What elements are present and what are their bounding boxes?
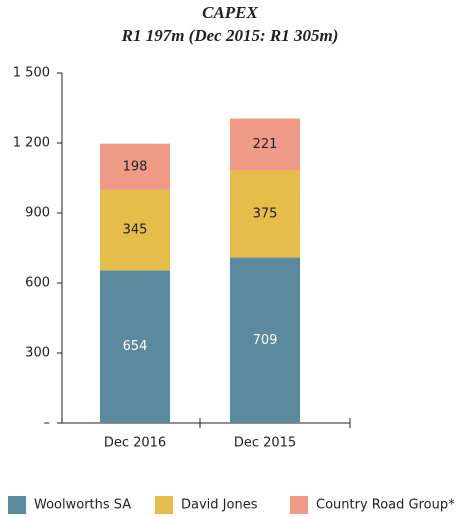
legend-swatch [155,496,173,514]
data-label: 654 [123,339,148,354]
y-tick-label: – [44,416,51,431]
data-label: 345 [123,223,148,238]
data-label: 709 [253,333,278,348]
data-label: 221 [253,137,278,152]
x-tick-label: Dec 2016 [104,436,166,451]
legend-label: Country Road Group* [316,498,455,513]
legend-label: David Jones [181,498,258,513]
data-label: 198 [123,159,148,174]
chart-title: CAPEX [202,3,258,22]
bar-segment [230,257,300,423]
y-tick-label: 900 [25,206,50,221]
y-tick-label: 1 500 [13,66,50,81]
x-tick-label: Dec 2015 [234,436,296,451]
bar-segment [230,170,300,258]
y-tick-label: 600 [25,276,50,291]
y-tick-label: 1 200 [13,136,50,151]
data-label: 375 [253,206,278,221]
chart-subtitle: R1 197m (Dec 2015: R1 305m) [121,26,339,45]
bar-segment [100,270,170,423]
legend-swatch [8,496,26,514]
y-tick-label: 300 [25,346,50,361]
bar-segment [100,143,170,190]
legend-swatch [290,496,308,514]
bar-segment [100,189,170,271]
legend-label: Woolworths SA [34,498,131,513]
bar-segment [230,118,300,171]
